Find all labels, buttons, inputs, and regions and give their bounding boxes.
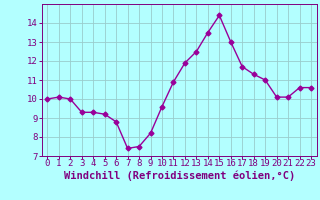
X-axis label: Windchill (Refroidissement éolien,°C): Windchill (Refroidissement éolien,°C): [64, 171, 295, 181]
